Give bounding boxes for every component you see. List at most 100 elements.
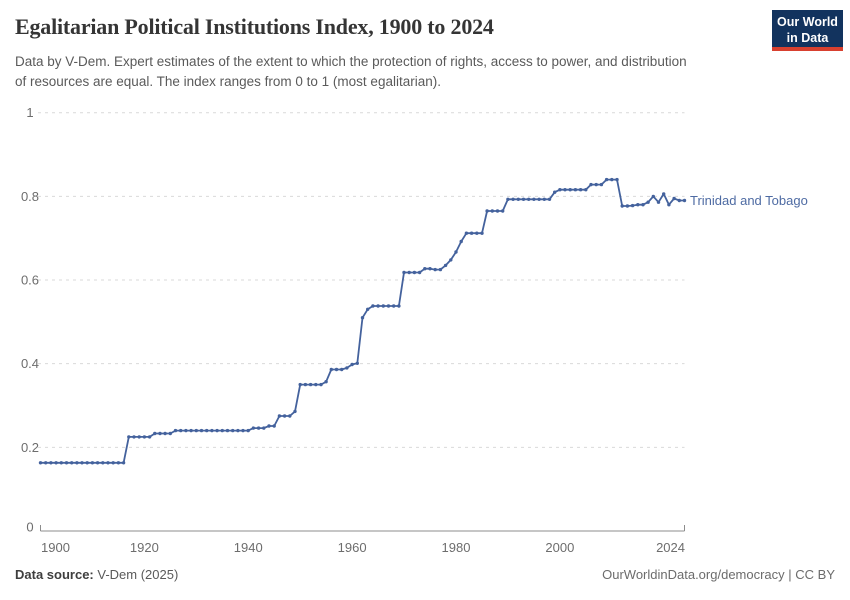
data-point	[168, 431, 172, 436]
data-point	[443, 263, 448, 268]
x-tick-label: 1940	[234, 540, 263, 555]
data-point	[402, 270, 406, 275]
data-point	[324, 380, 328, 384]
series-label-trinidad-and-tobago[interactable]: Trinidad and Tobago	[690, 193, 808, 208]
data-point	[537, 197, 541, 201]
data-point	[366, 307, 370, 311]
data-point	[90, 461, 95, 465]
data-point	[262, 426, 266, 430]
data-point	[371, 304, 375, 308]
data-point	[334, 367, 339, 372]
data-point	[532, 197, 536, 201]
data-point	[163, 431, 167, 436]
data-point	[85, 461, 89, 465]
data-point	[667, 203, 671, 207]
series-line[interactable]	[39, 178, 686, 464]
data-point	[116, 461, 121, 465]
data-point	[641, 203, 645, 207]
data-point	[132, 435, 136, 439]
data-point	[64, 461, 69, 465]
data-point	[412, 270, 417, 275]
data-point	[111, 461, 115, 465]
x-tick-label: 1980	[442, 540, 471, 555]
data-point	[656, 200, 661, 204]
data-point	[215, 428, 219, 433]
data-point	[54, 461, 58, 465]
data-point	[438, 267, 443, 272]
data-point	[542, 197, 546, 201]
data-point	[480, 231, 484, 235]
data-point	[506, 197, 510, 201]
data-point	[199, 428, 204, 433]
y-tick-label: 0	[26, 520, 33, 535]
data-point	[558, 188, 562, 192]
data-point	[485, 209, 489, 213]
data-point	[563, 188, 567, 192]
data-point	[589, 182, 593, 187]
data-point	[340, 367, 344, 372]
data-point	[210, 428, 214, 433]
data-point	[220, 428, 224, 433]
data-point	[584, 188, 588, 192]
data-point	[495, 209, 500, 213]
data-point	[428, 267, 432, 271]
data-point	[231, 428, 235, 433]
data-point	[672, 196, 676, 201]
data-point	[345, 366, 349, 370]
data-point	[516, 197, 520, 201]
data-point	[454, 250, 458, 254]
data-point	[630, 203, 635, 208]
data-point	[527, 197, 531, 201]
y-tick-label: 0.4	[21, 356, 39, 371]
data-point	[553, 190, 557, 194]
data-point	[288, 414, 292, 418]
data-point	[417, 270, 422, 275]
data-point	[662, 192, 666, 196]
data-point	[293, 409, 297, 414]
data-point	[184, 428, 188, 433]
data-point	[547, 197, 552, 201]
data-point	[314, 382, 318, 387]
data-point	[158, 431, 162, 436]
data-point	[573, 188, 578, 192]
data-point	[397, 304, 401, 308]
data-point	[568, 188, 572, 192]
data-point	[121, 461, 126, 465]
data-point	[386, 304, 391, 308]
data-point	[625, 204, 630, 208]
data-point	[308, 382, 313, 387]
data-point	[303, 382, 308, 387]
data-point	[449, 258, 453, 262]
chart-title: Egalitarian Political Institutions Index…	[15, 14, 494, 39]
data-point	[521, 197, 526, 201]
data-point	[153, 431, 157, 436]
data-source-note: Data source: V-Dem (2025)	[15, 567, 178, 582]
data-point	[599, 182, 604, 187]
data-point	[49, 461, 53, 465]
x-tick-label: 1960	[338, 540, 367, 555]
data-point	[433, 267, 437, 272]
credit-link[interactable]: OurWorldinData.org/democracy | CC BY	[602, 567, 835, 582]
data-point	[407, 270, 411, 275]
data-point	[604, 177, 609, 182]
data-point	[677, 198, 681, 203]
x-tick-label: 2024	[656, 540, 685, 555]
data-point	[475, 231, 479, 235]
owid-logo-line2: in Data	[786, 31, 829, 46]
x-tick-label: 2000	[545, 540, 574, 555]
data-point	[95, 461, 100, 465]
data-point	[256, 426, 261, 430]
series-trinidad-and-tobago[interactable]	[38, 177, 687, 465]
chart-subtitle: Data by V-Dem. Expert estimates of the e…	[15, 54, 687, 90]
data-point	[75, 461, 79, 465]
data-point	[44, 461, 48, 465]
data-point	[651, 194, 655, 199]
x-tick-label: 1900	[41, 540, 70, 555]
owid-logo[interactable]: Our World in Data	[772, 10, 843, 51]
chart-footer: Data source: V-Dem (2025) OurWorldinData…	[15, 567, 835, 582]
data-point	[381, 304, 385, 308]
data-point	[282, 414, 287, 418]
data-point	[246, 428, 250, 433]
data-point	[70, 461, 74, 465]
